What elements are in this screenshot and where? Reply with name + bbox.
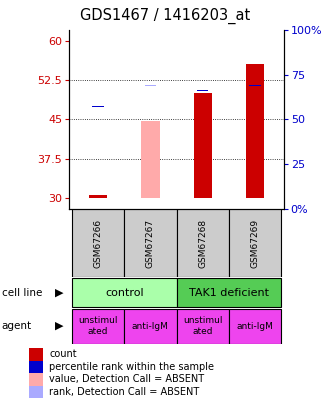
FancyBboxPatch shape (72, 278, 177, 307)
Bar (197, 90, 209, 91)
Bar (141, 121, 159, 198)
Text: anti-IgM: anti-IgM (237, 322, 274, 330)
FancyBboxPatch shape (229, 209, 281, 277)
Text: GDS1467 / 1416203_at: GDS1467 / 1416203_at (80, 8, 250, 24)
Text: cell line: cell line (2, 288, 42, 298)
Bar (29, 348, 43, 361)
FancyBboxPatch shape (229, 309, 281, 343)
Text: rank, Detection Call = ABSENT: rank, Detection Call = ABSENT (49, 387, 199, 397)
Bar (246, 64, 264, 198)
Text: GSM67268: GSM67268 (198, 218, 207, 268)
Bar (145, 85, 156, 86)
FancyBboxPatch shape (72, 309, 124, 343)
FancyBboxPatch shape (124, 309, 177, 343)
Text: unstimul
ated: unstimul ated (78, 316, 118, 336)
FancyBboxPatch shape (72, 209, 124, 277)
Bar (249, 85, 261, 86)
Bar (92, 106, 104, 107)
Text: agent: agent (2, 321, 32, 331)
FancyBboxPatch shape (177, 309, 229, 343)
FancyBboxPatch shape (177, 278, 281, 307)
Text: control: control (105, 288, 144, 298)
FancyBboxPatch shape (177, 209, 229, 277)
Text: ▶: ▶ (55, 321, 64, 331)
Text: GSM67269: GSM67269 (250, 218, 259, 268)
Text: unstimul
ated: unstimul ated (183, 316, 222, 336)
Text: anti-IgM: anti-IgM (132, 322, 169, 330)
Text: GSM67267: GSM67267 (146, 218, 155, 268)
Text: count: count (49, 350, 77, 360)
Text: GSM67266: GSM67266 (94, 218, 103, 268)
Bar (29, 386, 43, 398)
Text: ▶: ▶ (55, 288, 64, 298)
Bar (194, 93, 212, 198)
Text: value, Detection Call = ABSENT: value, Detection Call = ABSENT (49, 374, 204, 384)
Text: percentile rank within the sample: percentile rank within the sample (49, 362, 214, 372)
Bar (29, 361, 43, 373)
FancyBboxPatch shape (124, 209, 177, 277)
Bar (89, 196, 107, 198)
Bar (29, 373, 43, 386)
Text: TAK1 deficient: TAK1 deficient (189, 288, 269, 298)
